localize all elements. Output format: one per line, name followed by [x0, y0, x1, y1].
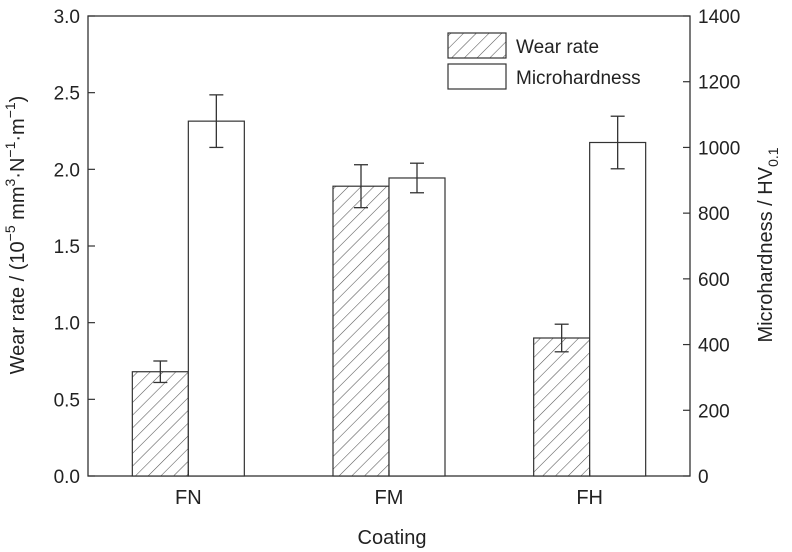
- legend-swatch-microhardness: [447, 63, 507, 90]
- y-axis-title-part: ·m: [7, 118, 29, 141]
- legend-label-wear-rate: Wear rate: [516, 37, 599, 58]
- y-axis-title-sup: 3: [2, 178, 18, 186]
- y-tick-label: 2.0: [54, 160, 80, 181]
- bar-wear-rate: [131, 371, 189, 477]
- y2-tick-label: 400: [698, 336, 730, 357]
- bar-wear-rate: [332, 185, 390, 477]
- y-tick-label: 0.0: [54, 467, 80, 488]
- y2-tick-label: 1200: [698, 73, 740, 94]
- left-axis: 0.0 0.5 1.0 1.5 2.0 2.5 3.0: [54, 7, 95, 488]
- x-tick-label: FH: [576, 487, 603, 509]
- bar-microhardness: [589, 141, 647, 477]
- legend-label-microhardness: Microhardness: [516, 68, 641, 89]
- bar-wear-rate: [533, 337, 591, 477]
- y-axis-title-part: mm: [7, 186, 29, 225]
- y-axis-title: Wear rate / (10−5 mm3·N−1·m−1): [2, 96, 29, 375]
- y-axis-title-part: ·N: [7, 158, 29, 179]
- y-tick-label: 1.5: [54, 237, 80, 258]
- y2-tick-label: 800: [698, 204, 730, 225]
- x-tick-label: FN: [175, 487, 202, 509]
- legend-swatch-wear-rate: [447, 32, 507, 59]
- y2-tick-label: 600: [698, 270, 730, 291]
- y-axis-title-sup: −1: [2, 102, 18, 118]
- x-tick-label: FM: [375, 487, 404, 509]
- y-tick-label: 1.0: [54, 314, 80, 335]
- bar-microhardness: [388, 177, 446, 477]
- y2-axis-title-part: Microhardness / HV: [755, 166, 777, 342]
- y2-tick-label: 1400: [698, 7, 740, 28]
- y-tick-label: 2.5: [54, 84, 80, 105]
- legend: Wear rate Microhardness: [447, 32, 641, 90]
- y2-tick-label: 0: [698, 467, 709, 488]
- y2-axis-title-sub: 0.1: [765, 147, 781, 167]
- x-axis: FN FM FH: [175, 470, 603, 509]
- y-axis-title-sup: −1: [2, 141, 18, 157]
- y2-axis-title: Microhardness / HV0.1: [755, 147, 781, 342]
- y2-tick-label: 1000: [698, 138, 740, 159]
- right-axis: 0 200 400 600 800 1000 1200 1400: [683, 7, 740, 488]
- bars: [131, 94, 647, 477]
- x-axis-title: Coating: [358, 527, 427, 549]
- y2-tick-label: 200: [698, 401, 730, 422]
- y-axis-title-part: ): [7, 96, 29, 103]
- y-tick-label: 3.0: [54, 7, 80, 28]
- y-axis-title-sup: −5: [2, 225, 18, 241]
- y-tick-label: 0.5: [54, 390, 80, 411]
- y-axis-title-part: Wear rate / (10: [7, 241, 29, 374]
- bar-microhardness: [187, 120, 245, 477]
